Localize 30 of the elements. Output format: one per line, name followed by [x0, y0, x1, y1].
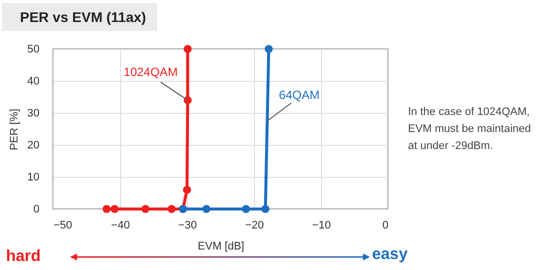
- point: [184, 44, 192, 54]
- x-tick-label: −30: [178, 220, 197, 232]
- x-tick-label: −10: [312, 220, 331, 232]
- series-label: 64QAM: [278, 88, 320, 102]
- y-tick-label: 50: [27, 44, 40, 56]
- point: [141, 204, 150, 214]
- point: [110, 204, 119, 214]
- text: hard: [6, 248, 41, 266]
- point: [264, 44, 273, 54]
- text: easy: [372, 246, 408, 264]
- point: [102, 204, 111, 214]
- x-tick-label: −20: [245, 220, 264, 232]
- y-tick-label: 20: [27, 140, 40, 152]
- y-tick-label: 30: [27, 108, 40, 120]
- x-tick-label: −50: [54, 220, 72, 232]
- x-tick-label: 0: [382, 220, 388, 232]
- x-tick-label: −40: [111, 220, 130, 232]
- point: [242, 204, 250, 214]
- x-axis-title: EVM [dB]: [198, 240, 244, 252]
- point: [202, 204, 210, 214]
- point: [168, 204, 176, 214]
- y-tick-label: 0: [33, 204, 40, 216]
- y-tick-label: 40: [27, 76, 40, 88]
- text: In the case of 1024QAM, EVM must be maintained at under -29dBm.: [408, 105, 532, 154]
- y-axis-title: PER [%]: [8, 108, 20, 150]
- chart-title: PER vs EVM (11ax): [2, 3, 157, 31]
- point: [182, 186, 192, 194]
- point: [261, 204, 270, 214]
- series-label: 1024QAM: [124, 65, 178, 80]
- y-tick-label: 10: [27, 172, 40, 184]
